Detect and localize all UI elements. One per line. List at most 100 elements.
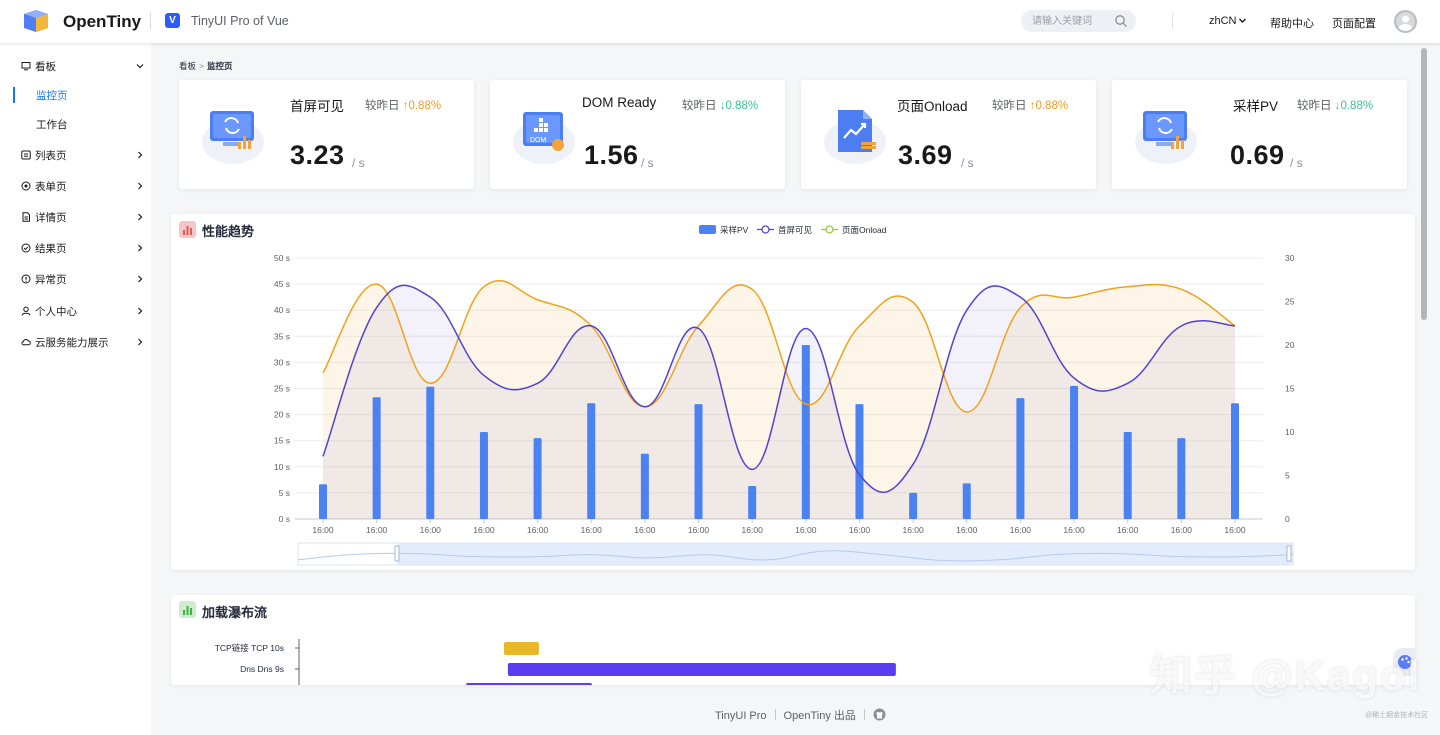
page-config-link[interactable]: 页面配置 <box>1332 18 1376 30</box>
y-axis-tick-left: 20 s <box>274 410 290 420</box>
stat-card-first-screen: 首屏可见 较昨日 ↑0.88% 3.23 / s <box>179 80 474 189</box>
y-axis-tick-left: 30 s <box>274 357 290 367</box>
y-axis-tick-left: 45 s <box>274 279 290 289</box>
sidebar-item-dashboard[interactable]: 看板 <box>0 54 151 78</box>
x-axis-tick: 16:00 <box>1224 525 1246 535</box>
x-axis-tick: 16:00 <box>795 525 817 535</box>
stat-card-dom-ready: DOM DOM Ready 较昨日 ↓0.88% 1.56 / s <box>490 80 785 189</box>
search-input[interactable] <box>1021 10 1136 32</box>
loading-waterfall-panel: 加载瀑布流 TCP链接 TCP 10s Dns Dns 9s <box>171 595 1415 685</box>
legend-label: 首屏可见 <box>778 225 813 235</box>
footer-by[interactable]: OpenTiny 出品 <box>783 710 856 722</box>
avatar[interactable] <box>1394 10 1417 33</box>
chevron-down-icon <box>136 64 144 69</box>
sidebar-item-form[interactable]: 表单页 <box>0 174 151 198</box>
datazoom-handle-right[interactable] <box>1286 545 1292 562</box>
theme-palette-icon[interactable] <box>1393 648 1415 676</box>
sidebar-item-cloud[interactable]: 云服务能力展示 <box>0 330 151 354</box>
chevron-down-icon[interactable] <box>1238 16 1247 25</box>
x-axis-tick: 16:00 <box>473 525 495 535</box>
x-axis-tick: 16:00 <box>849 525 871 535</box>
compare-label: 较昨日 <box>992 100 1027 112</box>
exception-icon <box>21 274 31 284</box>
chevron-right-icon <box>138 338 143 346</box>
bar-sample-pv <box>694 404 703 519</box>
card-compare: 较昨日 ↓0.88% <box>682 97 758 113</box>
sidebar-item-detail[interactable]: 详情页 <box>0 205 151 229</box>
search-icon[interactable] <box>1114 14 1128 28</box>
bar-sample-pv <box>1231 403 1239 519</box>
opentiny-logo-icon[interactable] <box>22 9 50 33</box>
sidebar-item-label: 云服务能力展示 <box>35 336 109 349</box>
sidebar-item-result[interactable]: 结果页 <box>0 236 151 260</box>
list-icon <box>21 150 31 160</box>
compare-label: 较昨日 <box>1297 100 1332 112</box>
sidebar-item-label: 结果页 <box>35 242 67 255</box>
y-axis-tick-left: 25 s <box>274 384 290 394</box>
footer: TinyUI Pro OpenTiny 出品 <box>715 707 886 723</box>
card-title: 采样PV <box>1233 99 1279 114</box>
card-unit: / s <box>1290 156 1303 170</box>
bar-sample-pv <box>479 432 488 519</box>
bar-sample-pv <box>748 485 757 519</box>
waterfall-row-label: Dns Dns 9s <box>240 664 284 674</box>
compare-label: 较昨日 <box>682 100 717 112</box>
sidebar-subitem-label: 监控页 <box>36 89 68 102</box>
card-percent: 0.88% <box>725 100 759 112</box>
series-line-first-screen <box>322 284 1236 493</box>
brand-name[interactable]: OpenTiny <box>63 12 142 31</box>
help-center-link[interactable]: 帮助中心 <box>1270 18 1314 30</box>
sidebar-subitem-workbench[interactable]: 工作台 <box>0 112 151 136</box>
watermark-small: @稀土掘金技术社区 <box>1365 712 1429 719</box>
sidebar-item-exception[interactable]: 异常页 <box>0 267 151 291</box>
waterfall-row-label: TCP链接 TCP 10s <box>215 643 284 653</box>
card-value: 3.23 <box>290 140 345 170</box>
sidebar-subitem-monitor[interactable]: 监控页 <box>0 83 151 107</box>
bar-sample-pv <box>801 345 810 519</box>
language-select[interactable]: zhCN <box>1209 15 1237 27</box>
card-percent: 0.88% <box>408 100 442 112</box>
x-axis-tick: 16:00 <box>742 525 764 535</box>
datazoom-handle-left[interactable] <box>394 545 400 562</box>
bar-sample-pv <box>1016 398 1025 519</box>
bar-sample-pv <box>319 484 327 519</box>
bar-sample-pv <box>587 403 596 519</box>
screen-refresh-icon <box>1135 111 1197 164</box>
x-axis-tick: 16:00 <box>634 525 656 535</box>
user-icon <box>21 306 31 316</box>
card-compare: 较昨日 ↑0.88% <box>365 97 441 113</box>
page-scrollbar[interactable] <box>1421 48 1427 320</box>
card-value: 0.69 <box>1230 140 1285 170</box>
card-title: DOM Ready <box>582 95 657 110</box>
bar-sample-pv <box>855 404 864 519</box>
y-axis-tick-right: 10 <box>1285 427 1295 437</box>
breadcrumb-parent[interactable]: 看板 <box>179 61 197 71</box>
user-avatar-icon <box>1398 15 1413 31</box>
waterfall-chart: TCP链接 TCP 10s Dns Dns 9s <box>215 639 896 685</box>
sidebar-subitem-label: 工作台 <box>36 118 68 131</box>
y-axis-tick-left: 35 s <box>274 331 290 341</box>
compare-label: 较昨日 <box>365 100 400 112</box>
x-axis-tick: 16:00 <box>1171 525 1193 535</box>
trend-up-icon: ↑ <box>402 100 409 112</box>
card-compare: 较昨日 ↓0.88% <box>1297 97 1373 113</box>
chevron-right-icon <box>138 213 143 221</box>
bar-sample-pv <box>909 492 918 519</box>
sidebar-item-label: 表单页 <box>35 180 67 193</box>
sidebar-item-user-center[interactable]: 个人中心 <box>0 299 151 323</box>
card-value: 1.56 <box>584 140 639 170</box>
footer-product[interactable]: TinyUI Pro <box>715 710 767 722</box>
watermark: 知乎 @Kagol <box>1150 652 1422 699</box>
header-divider <box>150 13 151 29</box>
chevron-right-icon <box>138 244 143 252</box>
sidebar-item-label: 列表页 <box>35 149 67 162</box>
bar-sample-pv <box>640 453 649 519</box>
sidebar-item-list[interactable]: 列表页 <box>0 143 151 167</box>
github-icon[interactable] <box>873 708 886 721</box>
datazoom-selected-range[interactable] <box>397 543 1293 565</box>
panel-title: 加载瀑布流 <box>202 605 268 620</box>
detail-icon <box>22 212 30 222</box>
x-axis-tick: 16:00 <box>956 525 978 535</box>
card-value: 3.69 <box>898 140 953 170</box>
x-axis-tick: 16:00 <box>312 525 334 535</box>
